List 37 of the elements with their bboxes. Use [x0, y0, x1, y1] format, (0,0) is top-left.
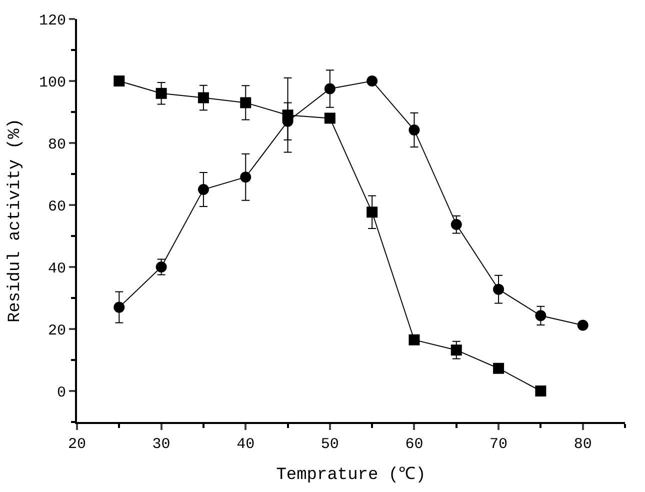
y-tick-label: 60 — [48, 198, 66, 216]
point — [156, 88, 167, 99]
point — [240, 172, 252, 183]
x-tick-label: 80 — [574, 436, 592, 453]
y-tick-label: 120 — [38, 12, 66, 30]
point — [577, 320, 588, 331]
point — [408, 124, 420, 136]
point — [324, 83, 336, 94]
point — [156, 262, 167, 272]
y-axis-title: Residul activity (%) — [6, 118, 26, 323]
point — [366, 76, 378, 86]
point — [114, 302, 125, 313]
x-tick-label: 40 — [236, 436, 255, 453]
x-axis-title: Temprature (℃) — [276, 466, 426, 485]
point — [408, 334, 420, 346]
x-tick-label: 60 — [405, 436, 424, 453]
x-tick-label: 30 — [152, 436, 170, 453]
point — [493, 362, 504, 374]
x-tick-label: 50 — [320, 436, 339, 453]
point — [450, 219, 462, 230]
x-tick-label: 20 — [68, 436, 86, 453]
point — [324, 112, 336, 124]
point — [493, 284, 504, 295]
x-tick-label: 70 — [490, 436, 508, 453]
point — [198, 92, 209, 104]
y-tick-label: 80 — [48, 136, 66, 154]
y-tick-label: 0 — [56, 384, 66, 402]
point — [450, 344, 462, 356]
point — [240, 97, 252, 108]
point — [198, 184, 209, 195]
point — [114, 76, 125, 86]
point — [535, 386, 546, 396]
y-tick-label: 40 — [48, 260, 66, 278]
y-tick-label: 100 — [38, 74, 66, 92]
point — [535, 310, 546, 322]
y-tick-label: 20 — [48, 322, 66, 340]
point — [366, 206, 378, 218]
